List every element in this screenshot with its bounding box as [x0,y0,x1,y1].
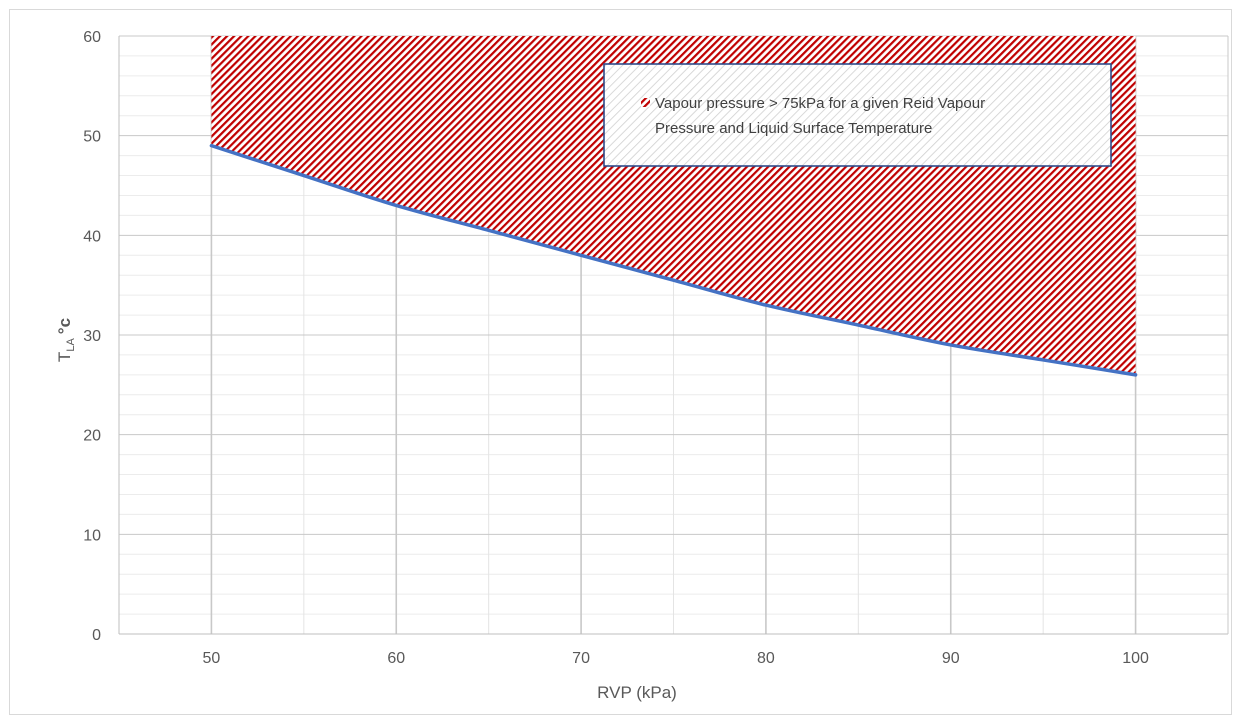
series-layer [209,143,1138,377]
legend-label-line-2: Pressure and Liquid Surface Temperature [655,120,932,137]
x-tick-label-60: 60 [387,650,405,667]
y-axis-title-main: T [55,352,74,362]
y-tick-label-30: 30 [83,328,101,345]
axis-layer [118,36,1229,635]
legend-box [603,63,1112,167]
y-tick-label-40: 40 [83,228,101,245]
x-axis-title: RVP (kPa) [597,683,677,702]
svg-text:TLA°c: TLA °c [55,318,77,362]
legend-label-line-1: Vapour pressure > 75kPa for a given Reid… [655,95,985,112]
x-tick-label-80: 80 [757,650,775,667]
y-tick-label-20: 20 [83,428,101,445]
x-tick-label-70: 70 [572,650,590,667]
x-tick-label-90: 90 [942,650,960,667]
y-axis-title-unit: °c [55,318,74,334]
y-tick-label-10: 10 [83,527,101,544]
y-axis-title-subscript: LA [65,338,77,352]
chart-frame [9,9,1232,715]
y-axis-title: TLA °c [55,318,77,362]
y-tick-label-0: 0 [92,627,101,644]
x-tick-label-100: 100 [1122,650,1149,667]
y-tick-label-60: 60 [83,29,101,46]
legend-swatch [641,98,650,107]
x-tick-label-50: 50 [203,650,221,667]
legend: Vapour pressure > 75kPa for a given Reid… [603,63,1112,167]
y-tick-label-50: 50 [83,129,101,146]
tick-label-layer: 0 10 20 30 40 50 60 50 60 70 80 90 100 [83,29,1149,667]
